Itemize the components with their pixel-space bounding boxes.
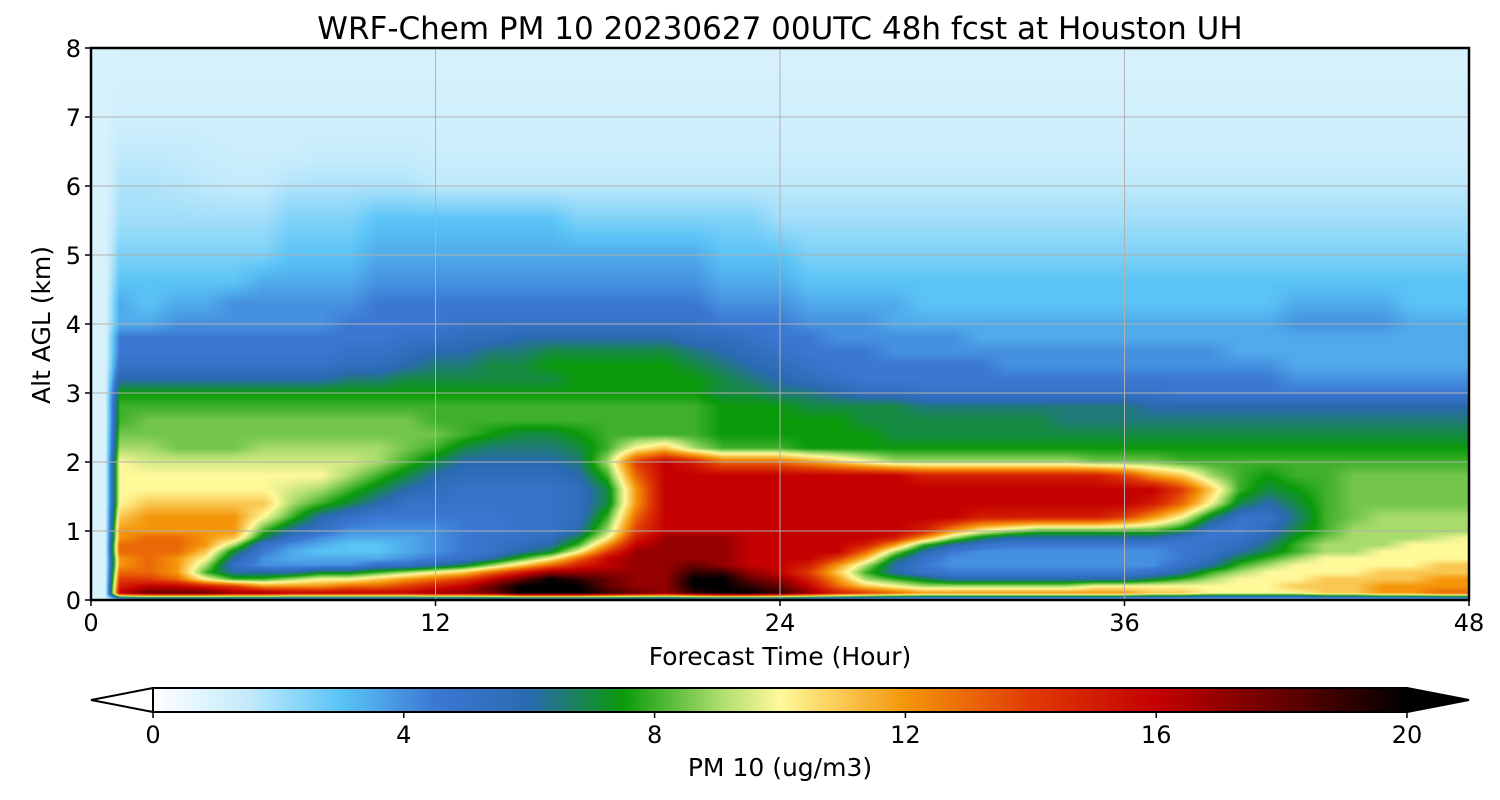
- x-axis-label: Forecast Time (Hour): [649, 642, 912, 671]
- colorbar-tick-label: 20: [1392, 721, 1423, 749]
- colorbar-tick-label: 8: [647, 721, 662, 749]
- y-axis: 0 1 2 3 4 5 6 7 8: [66, 35, 91, 615]
- colorbar: 0 4 8 12 16 20: [90, 686, 1470, 749]
- colorbar-tick-label: 0: [145, 721, 160, 749]
- colorbar-ticks: 0 4 8 12 16 20: [145, 712, 1422, 749]
- y-tick-label: 2: [66, 449, 81, 477]
- y-axis-label: Alt AGL (km): [27, 246, 56, 404]
- y-tick-label: 4: [66, 311, 81, 339]
- y-tick-label: 8: [66, 35, 81, 63]
- colorbar-extend-max: [1406, 686, 1470, 714]
- colorbar-tick-label: 16: [1141, 721, 1172, 749]
- y-tick-label: 0: [66, 587, 81, 615]
- colorbar-tick-label: 4: [396, 721, 411, 749]
- colorbar-label: PM 10 (ug/m3): [688, 753, 872, 782]
- colorbar-frame: [152, 687, 1408, 713]
- y-tick-label: 1: [66, 518, 81, 546]
- colorbar-gradient: [153, 688, 1407, 712]
- x-tick-label: 0: [83, 609, 98, 637]
- y-tick-label: 6: [66, 173, 81, 201]
- x-tick-label: 36: [1109, 609, 1140, 637]
- y-tick-label: 5: [66, 242, 81, 270]
- y-tick-label: 3: [66, 380, 81, 408]
- colorbar-tick-label: 12: [890, 721, 921, 749]
- x-tick-label: 48: [1454, 609, 1485, 637]
- colorbar-extend-min: [90, 686, 154, 714]
- chart-title: WRF-Chem PM 10 20230627 00UTC 48h fcst a…: [317, 11, 1242, 47]
- x-tick-label: 24: [765, 609, 796, 637]
- x-axis: 0 12 24 36 48: [83, 600, 1484, 637]
- plot-area: [89, 46, 1471, 602]
- y-tick-label: 7: [66, 104, 81, 132]
- x-tick-label: 12: [420, 609, 451, 637]
